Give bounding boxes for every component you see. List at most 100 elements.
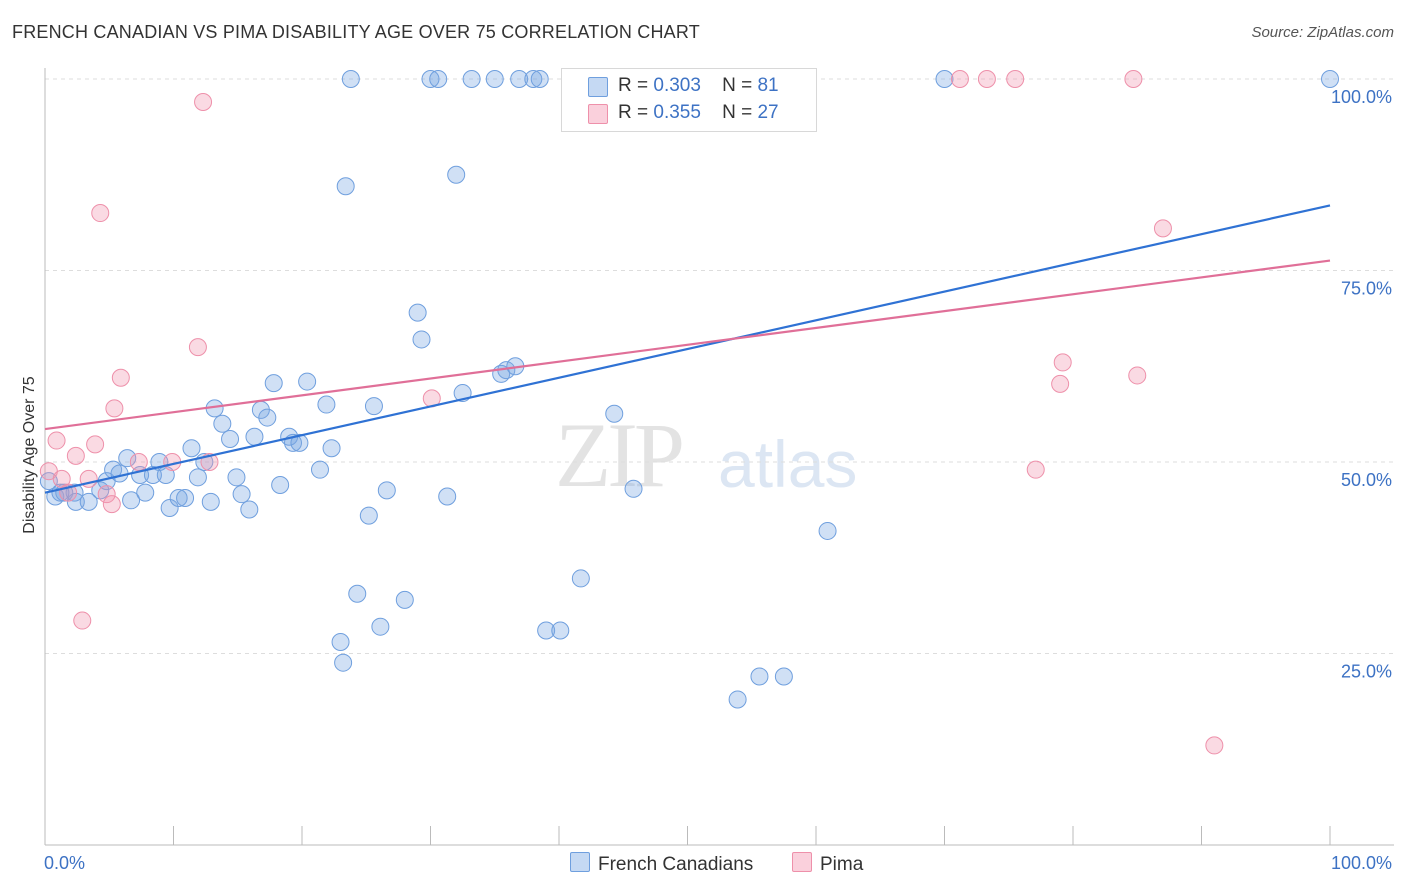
french-canadian-point bbox=[264, 374, 283, 393]
french-canadian-point bbox=[258, 408, 277, 427]
bottom-legend-label: Pima bbox=[820, 854, 864, 875]
pima-point bbox=[188, 338, 207, 357]
french-canadian-point bbox=[750, 667, 769, 686]
x-tick-label: 0.0% bbox=[44, 853, 85, 873]
pima-point bbox=[1153, 219, 1172, 238]
french-canadian-point bbox=[79, 492, 98, 511]
pima-point bbox=[1128, 366, 1147, 385]
french-canadian-point bbox=[1321, 70, 1339, 88]
pima-point bbox=[1006, 70, 1025, 88]
french-canadian-point bbox=[240, 500, 259, 519]
french-canadian-point bbox=[136, 483, 155, 502]
pima-point bbox=[1124, 70, 1143, 88]
watermark-atlas: atlas bbox=[718, 427, 858, 501]
french-canadian-point bbox=[359, 506, 378, 525]
french-canadian-point bbox=[118, 449, 137, 468]
trend-line-pima bbox=[44, 259, 1331, 431]
french-canadian-point bbox=[221, 430, 240, 449]
french-canadian-point bbox=[371, 617, 390, 636]
french-canadian-point bbox=[66, 492, 85, 511]
french-canadian-point bbox=[160, 498, 179, 517]
source-label: Source: ZipAtlas.com bbox=[1251, 24, 1394, 41]
pima-point bbox=[950, 70, 969, 88]
legend-r-label: R = bbox=[618, 102, 649, 123]
grid-lines bbox=[45, 78, 1394, 654]
legend-swatch-blue bbox=[588, 77, 608, 97]
french-canadian-point bbox=[331, 633, 350, 652]
french-canadian-point bbox=[232, 485, 251, 504]
french-canadian-point bbox=[571, 569, 590, 588]
french-canadian-point bbox=[485, 70, 504, 88]
pima-point bbox=[105, 399, 124, 418]
correlation-legend: R = 0.303 N = 81 R = 0.355 N = 27 bbox=[561, 68, 817, 132]
legend-n-label: N = bbox=[722, 102, 753, 123]
french-canadian-point bbox=[429, 70, 448, 88]
y-tick-label: 75.0% bbox=[1341, 279, 1392, 299]
french-canadian-point bbox=[421, 70, 440, 88]
legend-r-value: 0.355 bbox=[653, 102, 701, 123]
french-canadian-point bbox=[271, 475, 290, 494]
y-axis-label: Disability Age Over 75 bbox=[21, 376, 38, 534]
x-tick-label: 100.0% bbox=[1331, 853, 1392, 873]
legend-swatch-pink bbox=[588, 104, 608, 124]
french-canadian-point bbox=[818, 521, 837, 540]
pima-point bbox=[66, 446, 85, 465]
pima-point bbox=[91, 204, 110, 223]
french-canadian-point bbox=[322, 439, 341, 458]
french-canadian-point bbox=[65, 483, 84, 502]
french-canadian-point bbox=[143, 466, 162, 485]
french-canadian-point bbox=[537, 621, 556, 640]
french-canadian-point bbox=[310, 460, 329, 479]
pima-point bbox=[977, 70, 996, 88]
pima-point bbox=[1026, 460, 1045, 479]
french-canadian-point bbox=[408, 303, 427, 322]
french-canadian-point bbox=[377, 481, 396, 500]
french-canadian-point bbox=[728, 690, 747, 709]
french-canadian-point bbox=[182, 439, 201, 458]
french-canadian-point bbox=[524, 70, 543, 88]
pima-point bbox=[86, 435, 105, 454]
french-canadian-point bbox=[551, 621, 570, 640]
pima-point bbox=[102, 495, 121, 514]
french-canadian-point bbox=[364, 397, 383, 416]
french-canadian-point bbox=[447, 165, 466, 184]
axes bbox=[44, 68, 1394, 846]
french-canadian-point bbox=[298, 372, 317, 391]
pima-point bbox=[1053, 353, 1072, 372]
french-canadian-point bbox=[935, 70, 954, 88]
legend-n-value: 81 bbox=[757, 75, 779, 96]
pima-point bbox=[97, 485, 116, 504]
pima-point bbox=[1205, 736, 1224, 755]
bottom-legend-french-canadians: French Canadians bbox=[570, 852, 753, 876]
french-canadian-point bbox=[438, 487, 457, 506]
legend-n-label: N = bbox=[722, 75, 753, 96]
french-canadian-point bbox=[348, 584, 367, 603]
french-canadian-point bbox=[317, 395, 336, 414]
french-canadian-point bbox=[530, 70, 549, 88]
legend-n-value: 27 bbox=[757, 102, 779, 123]
bottom-legend-label: French Canadians bbox=[598, 854, 754, 875]
pima-point bbox=[194, 92, 213, 111]
watermark-zip: ZIP bbox=[555, 404, 685, 506]
french-canadian-point bbox=[213, 414, 232, 433]
french-canadian-point bbox=[412, 330, 431, 349]
french-canadian-point bbox=[290, 433, 309, 452]
pima-point bbox=[47, 431, 66, 450]
french-canadian-point bbox=[245, 427, 264, 446]
french-canadian-point bbox=[176, 489, 195, 508]
french-canadian-point bbox=[169, 489, 188, 508]
trend-lines bbox=[44, 204, 1331, 494]
french-canadian-point bbox=[462, 70, 481, 88]
y-tick-label: 100.0% bbox=[1331, 87, 1392, 107]
french-canadian-point bbox=[188, 468, 207, 487]
pima-point bbox=[73, 611, 92, 630]
french-canadian-point bbox=[624, 479, 643, 498]
bottom-legend-swatch-pink bbox=[792, 852, 812, 872]
french-canadian-point bbox=[336, 177, 355, 196]
bottom-legend-swatch-blue bbox=[570, 852, 590, 872]
y-tick-label: 25.0% bbox=[1341, 662, 1392, 682]
french-canadian-point bbox=[110, 464, 129, 483]
legend-r-label: R = bbox=[618, 75, 649, 96]
trend-line-french-canadians bbox=[44, 204, 1331, 494]
bottom-legend-pima: Pima bbox=[792, 852, 863, 876]
